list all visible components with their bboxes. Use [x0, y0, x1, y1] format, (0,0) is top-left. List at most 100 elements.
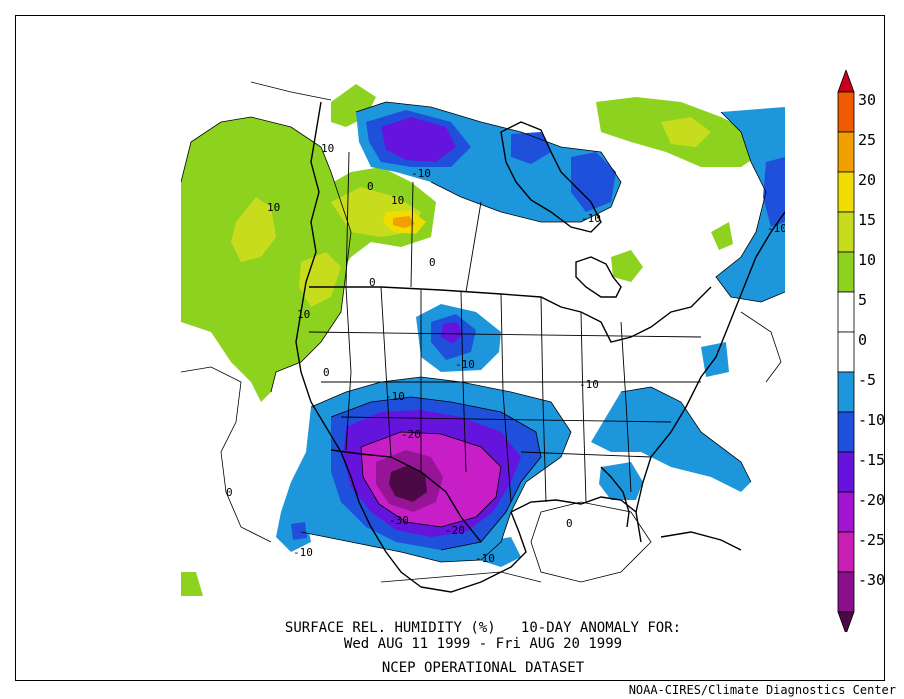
legend-tick-label: 15 [858, 211, 877, 229]
state-line [345, 286, 352, 451]
hudson-bay-outline [500, 121, 602, 233]
contour-label: 0 [367, 180, 374, 193]
state-line [380, 286, 392, 458]
legend-tick-label: 25 [858, 131, 877, 149]
contour-label: -10 [579, 378, 599, 391]
texas-dry-max [389, 465, 427, 502]
contour-line [530, 501, 652, 583]
contour-line [300, 376, 572, 563]
baffin-dry-core [511, 132, 551, 164]
credit-label: NOAA-CIRES/Climate Diagnostics Center [628, 683, 896, 697]
contour-label: -10 [385, 390, 405, 403]
contour-label: 10 [391, 194, 404, 207]
great-lakes-moist-region [611, 250, 643, 282]
legend-color-swatch [837, 291, 855, 333]
contour-line [715, 111, 785, 303]
contour-line [181, 116, 352, 393]
contour-line [181, 366, 272, 543]
contour-line [355, 101, 622, 223]
contour-label: -10 [475, 552, 495, 565]
legend-tick-label: 20 [858, 171, 877, 189]
legend-tick-label: 0 [858, 331, 868, 349]
legend-color-swatch [837, 491, 855, 533]
state-line [520, 451, 652, 458]
state-line [580, 311, 587, 503]
legend-color-swatch [837, 70, 855, 93]
legend-color-swatch [837, 571, 855, 613]
legend-color-swatch [837, 211, 855, 253]
contour-label: 10 [321, 142, 334, 155]
legend-tick-label: -20 [858, 491, 886, 509]
dakotas-dry-peak [441, 322, 463, 344]
anomaly-map-svg: 10 10 10 10 -10 -10 -10 -10 -10 -10 -10 … [181, 81, 785, 596]
great-lakes-outline [575, 256, 622, 298]
legend-color-swatch [837, 451, 855, 493]
state-line [620, 321, 632, 493]
state-line [340, 416, 672, 423]
legend-color-swatch [837, 251, 855, 293]
legend-tick-label: 10 [858, 251, 877, 269]
us-canada-border [309, 286, 712, 343]
legend-tick-label: 5 [858, 291, 868, 309]
contour-label: 10 [297, 308, 310, 321]
state-boundaries [308, 151, 702, 503]
legend-color-swatch [837, 411, 855, 453]
legend-color-swatch [837, 531, 855, 573]
contour-label: -10 [455, 358, 475, 371]
legend-tick-label: 30 [858, 91, 877, 109]
contour-label: -10 [581, 212, 601, 225]
contour-label: -10 [293, 546, 313, 559]
baja-dry-core [291, 522, 307, 540]
color-scale-legend: 30 25 20 15 10 5 0 -5 -10 -15 -20 -25 -30 [836, 70, 896, 632]
legend-tick-label: -25 [858, 531, 886, 549]
contour-line [740, 311, 782, 383]
period-range: Wed AUG 11 1999 - Fri AUG 20 1999 [343, 636, 623, 652]
plains-canada-moist-max [393, 216, 415, 228]
contour-line [330, 396, 542, 551]
contour-line [380, 571, 542, 583]
state-line [540, 296, 547, 503]
contour-line [250, 81, 332, 101]
contour-label: -10 [767, 222, 785, 235]
dataset-label: NCEP OPERATIONAL DATASET [381, 660, 585, 676]
contour-label: -20 [401, 428, 421, 441]
coastline-pacific [295, 101, 422, 588]
contour-line [620, 386, 752, 483]
gulf-pacific-moist-region [181, 572, 203, 596]
variable-label: SURFACE REL. HUMIDITY (%) [284, 620, 496, 636]
pacific-nw-moist-core [231, 197, 276, 262]
state-line [308, 331, 702, 338]
contour-label: -30 [389, 514, 409, 527]
contour-label: -20 [445, 524, 465, 537]
florida-dry-region [599, 462, 643, 500]
labrador-dry-core [763, 157, 785, 227]
legend-color-swatch [837, 331, 855, 373]
legend-tick-label: -5 [858, 371, 877, 389]
negative-anomaly-regions [276, 102, 785, 567]
caption-line-1: SURFACE REL. HUMIDITY (%) 10-DAY ANOMALY… [181, 620, 785, 636]
hudson-dry-core [571, 152, 616, 212]
labrador-dry-region [716, 107, 785, 302]
contour-label: 10 [267, 201, 280, 214]
coastline-gulf [510, 496, 642, 543]
contour-label: -10 [411, 167, 431, 180]
contour-label: 0 [429, 256, 436, 269]
legend-color-swatch [837, 371, 855, 413]
contour-label: 0 [323, 366, 330, 379]
legend-tick-label: -15 [858, 451, 886, 469]
contour-line [360, 431, 502, 528]
color-scale-bar [837, 70, 855, 632]
province-line [465, 201, 482, 293]
northern-canada-dry-peak [381, 117, 456, 162]
positive-anomaly-regions [181, 84, 756, 596]
pacific-nw-moist-region [181, 117, 351, 402]
florida-outline [600, 466, 630, 528]
province-line [345, 151, 350, 288]
legend-color-swatch [837, 131, 855, 173]
quebec-moist-region [711, 222, 733, 250]
mexico-dry-region [479, 537, 521, 567]
legend-color-swatch [837, 171, 855, 213]
period-heading: 10-DAY ANOMALY FOR: [520, 620, 682, 636]
legend-color-swatch [837, 611, 855, 632]
legend-tick-label: -30 [858, 571, 886, 589]
